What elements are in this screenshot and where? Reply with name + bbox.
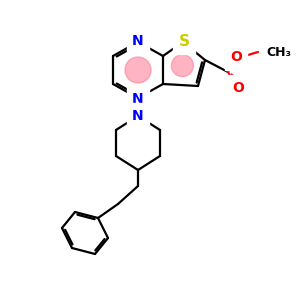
Text: S: S (178, 34, 190, 49)
Text: N: N (132, 34, 144, 48)
Text: O: O (230, 50, 242, 64)
Text: O: O (232, 81, 244, 95)
Text: N: N (132, 109, 144, 123)
Circle shape (171, 55, 194, 76)
Text: CH₃: CH₃ (266, 46, 291, 59)
Circle shape (125, 57, 151, 83)
Text: N: N (132, 92, 144, 106)
